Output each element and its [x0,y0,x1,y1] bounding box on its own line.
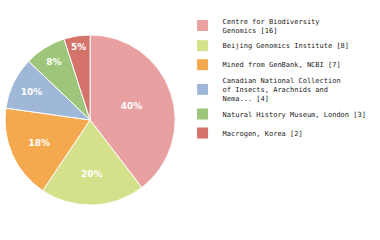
svg-text:Macrogen, Korea [2]: Macrogen, Korea [2] [223,130,303,138]
svg-text:20%: 20% [81,169,103,179]
svg-text:40%: 40% [121,101,143,111]
svg-text:5%: 5% [71,42,86,52]
svg-text:Beijing Genomics Institute [8]: Beijing Genomics Institute [8] [223,42,349,50]
svg-text:Natural History Museum, London: Natural History Museum, London [3] [223,111,366,119]
svg-text:Canadian National Collectionof: Canadian National Collectionof Insects, … [223,77,341,103]
svg-text:Centre for BiodiversityGenomic: Centre for BiodiversityGenomics [16] [223,18,320,35]
svg-text:18%: 18% [29,138,51,148]
svg-text:Mined from GenBank, NCBI [7]: Mined from GenBank, NCBI [7] [223,61,341,69]
svg-text:10%: 10% [21,87,43,97]
svg-text:8%: 8% [46,57,61,67]
